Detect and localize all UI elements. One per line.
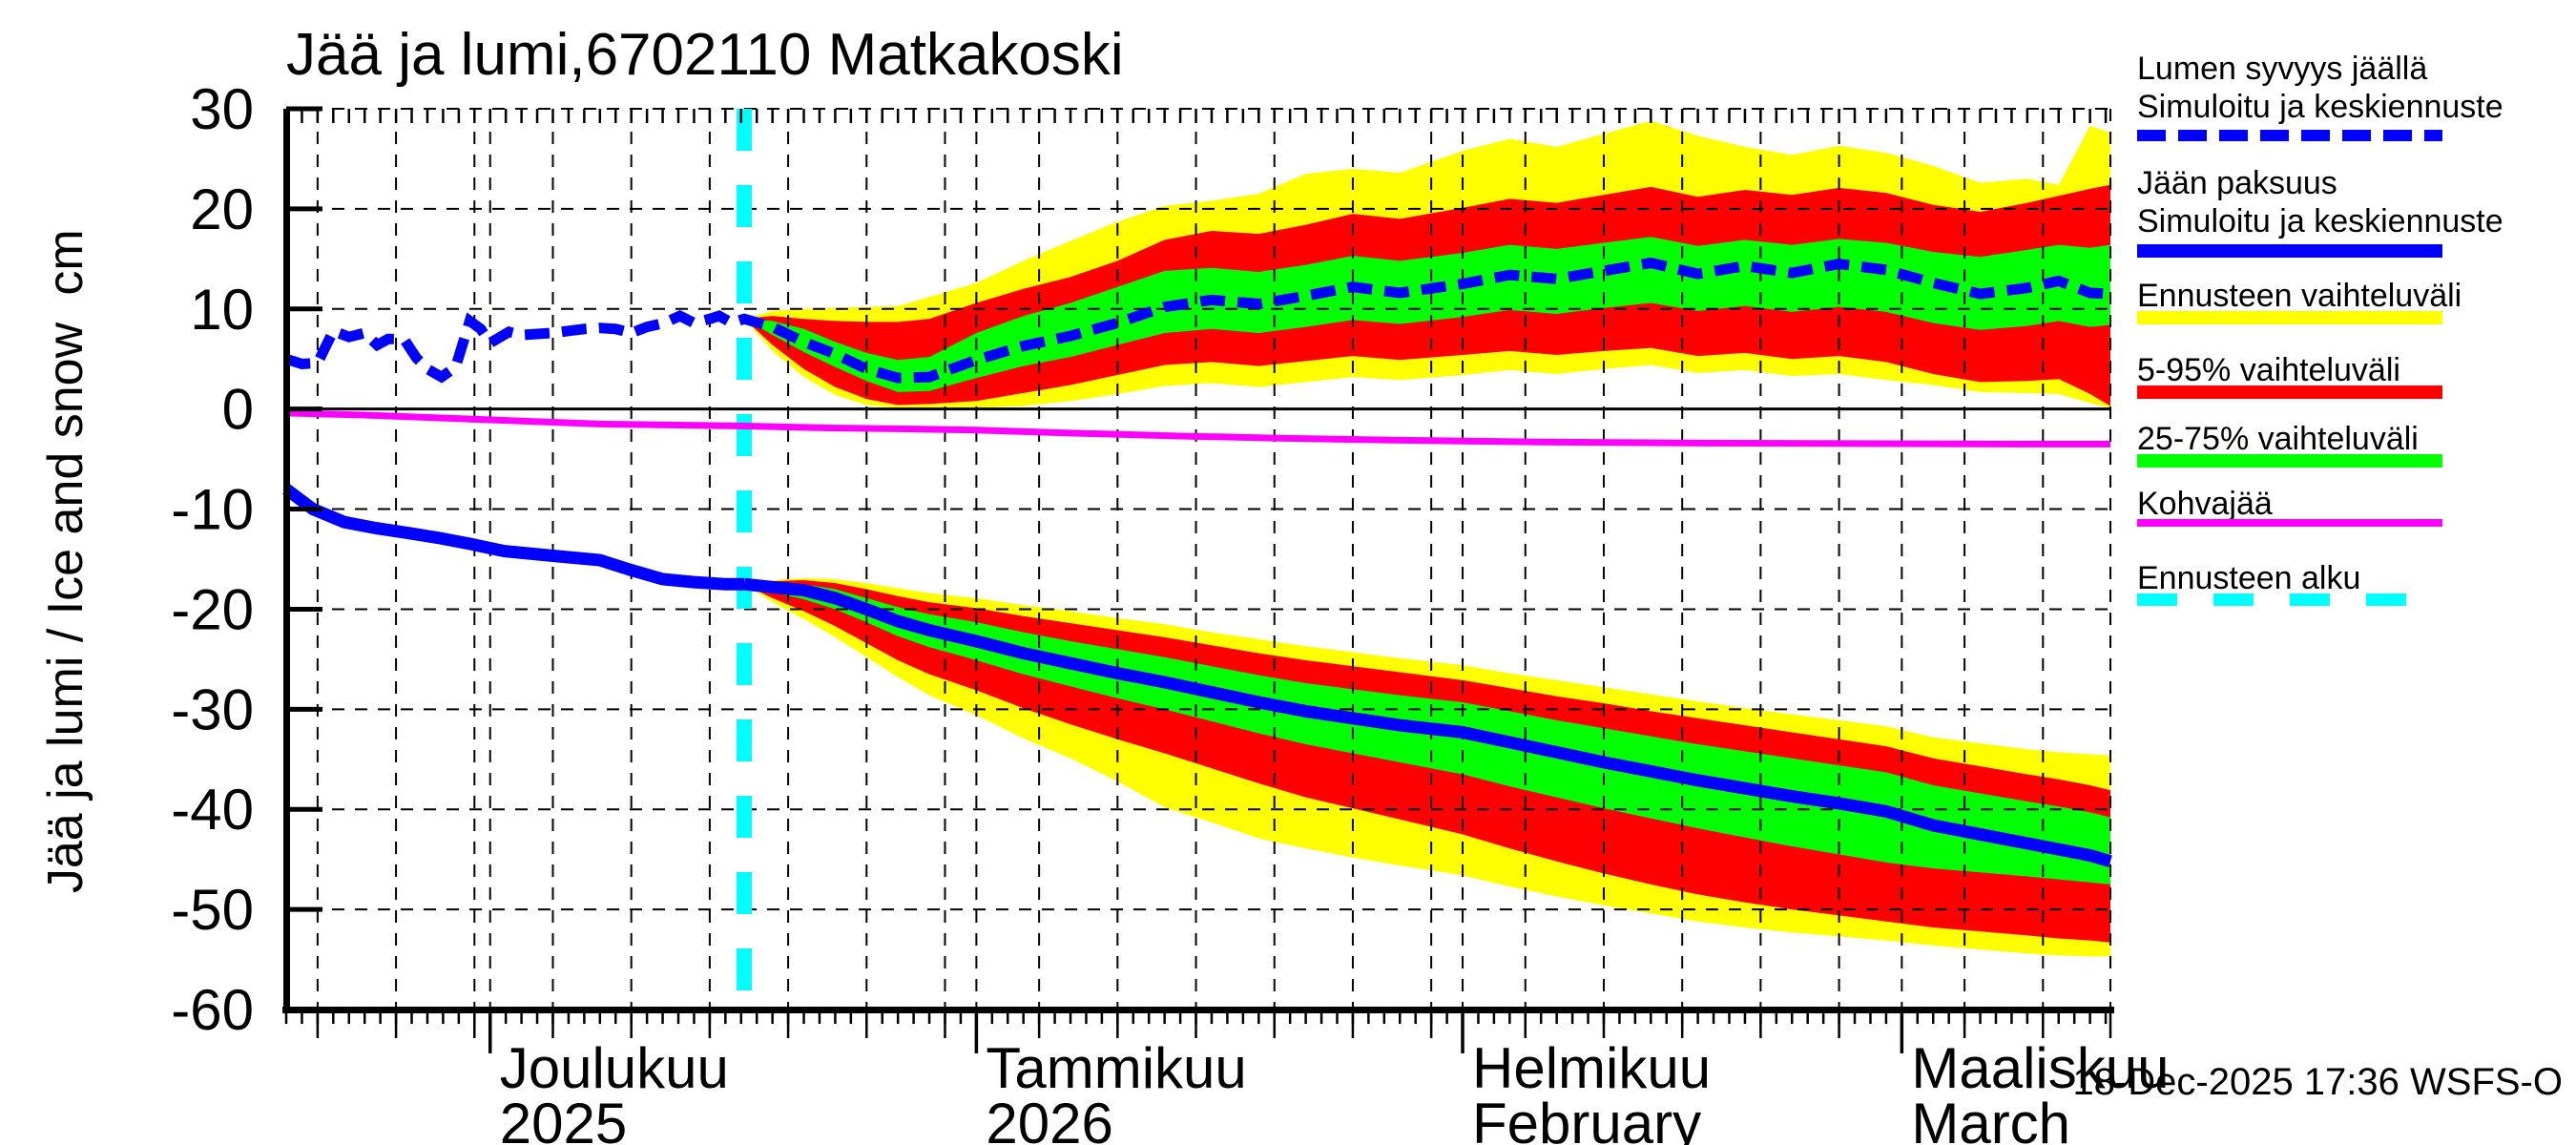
x-month-sublabel: March — [1911, 1092, 2070, 1145]
legend-item-label: 5-95% vaihteluväli — [2137, 352, 2400, 388]
page-title: Jää ja lumi,6702110 Matkakoski — [286, 22, 1124, 88]
y-tick-label: 30 — [190, 77, 254, 141]
legend-item-3: 5-95% vaihteluväli — [2137, 351, 2571, 399]
legend-sample-line — [2137, 311, 2442, 324]
x-month-sublabel: 2026 — [986, 1092, 1112, 1145]
ice-thickness-forecast-median-line — [743, 577, 2112, 867]
data-lines — [282, 257, 2112, 867]
legend-sample-line — [2137, 519, 2442, 527]
y-tick-label: -30 — [171, 677, 254, 741]
axes — [282, 106, 2114, 1053]
legend-sample-line — [2137, 593, 2442, 606]
legend-item-2: Ennusteen vaihteluväli — [2137, 277, 2571, 324]
legend-item-label: Kohvajää — [2137, 486, 2273, 522]
legend-item-4: 25-75% vaihteluväli — [2137, 420, 2571, 468]
y-axis-line — [283, 109, 290, 1012]
legend-sample-line — [2137, 385, 2442, 399]
timestamp: 18-Dec-2025 17:36 WSFS-O — [2072, 1061, 2563, 1103]
legend-item-label: Lumen syvyys jäällä — [2137, 51, 2428, 87]
y-tick-label: -50 — [171, 878, 254, 942]
legend-sample-line — [2137, 454, 2442, 468]
legend-item-1: Jään paksuus Simuloitu ja keskiennuste — [2137, 164, 2571, 258]
y-tick-label: -20 — [171, 577, 254, 641]
forecast-bands — [744, 120, 2110, 957]
legend-item-label: 25-75% vaihteluväli — [2137, 421, 2419, 457]
x-month-sublabel: February — [1472, 1092, 1701, 1145]
x-axis-line — [282, 1007, 2114, 1013]
snow-depth-median-line — [284, 257, 2111, 384]
snow-25-75-band — [744, 237, 2110, 392]
legend-item-5: Kohvajää — [2137, 485, 2571, 527]
legend-item-6: Ennusteen alku — [2137, 559, 2571, 606]
y-tick-label: -60 — [171, 978, 254, 1042]
ice-thickness-history-line — [282, 484, 745, 591]
y-tick-label: 10 — [190, 278, 254, 342]
y-tick-label: 20 — [190, 177, 254, 241]
legend-item-label: Simuloitu ja keskiennuste — [2137, 89, 2503, 125]
legend-item-label: Jään paksuus — [2137, 165, 2337, 201]
legend-sample-line — [2137, 244, 2442, 258]
legend-item-0: Lumen syvyys jäällä Simuloitu ja keskienn… — [2137, 50, 2571, 141]
x-month-label: Joulukuu — [500, 1036, 729, 1100]
legend-item-label: Ennusteen vaihteluväli — [2137, 278, 2462, 314]
x-month-label: Helmikuu — [1472, 1036, 1711, 1100]
y-axis-unit: cm — [38, 229, 93, 296]
x-month-label: Tammikuu — [986, 1036, 1246, 1100]
y-tick-label: -40 — [171, 778, 254, 842]
x-month-sublabel: 2025 — [500, 1092, 627, 1145]
legend-item-label: Ennusteen alku — [2137, 560, 2361, 596]
kohvajaa-line — [285, 409, 2110, 448]
legend-sample-line — [2137, 130, 2442, 141]
gridlines — [286, 108, 2111, 1010]
x-month-label: Maaliskuu — [1911, 1036, 2169, 1100]
y-tick-label: -10 — [171, 478, 254, 542]
y-tick-label: 0 — [222, 378, 254, 442]
y-axis-label: Jää ja lumi / Ice and snow — [38, 322, 93, 894]
legend-item-label: Simuloitu ja keskiennuste — [2137, 203, 2503, 239]
